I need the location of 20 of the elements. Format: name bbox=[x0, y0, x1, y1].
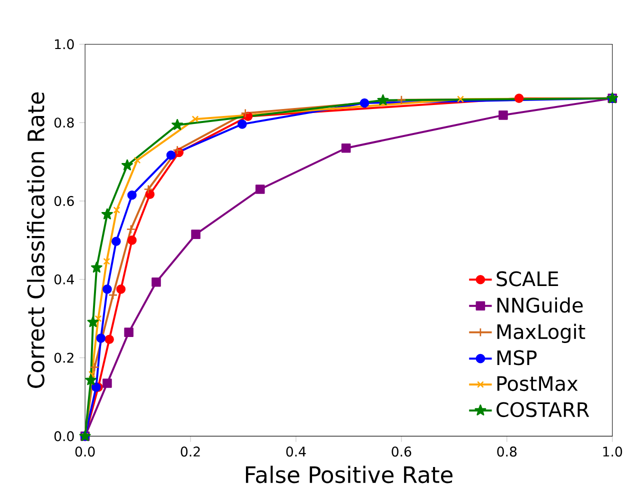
y-tick-label: 0.6 bbox=[54, 196, 74, 206]
x-axis-title: False Positive Rate bbox=[246, 466, 452, 484]
y-tick-label: 0.4 bbox=[54, 274, 74, 285]
y-tick-label: 0.0 bbox=[54, 431, 74, 442]
x-tick-label: 0.8 bbox=[497, 446, 517, 457]
y-tick-label: 0.2 bbox=[54, 352, 74, 363]
legend-label: MSP bbox=[497, 350, 537, 366]
x-tick-label: 0.0 bbox=[75, 446, 95, 457]
y-tick-label: 1.0 bbox=[55, 39, 74, 50]
y-axis-title: Correct Classification Rate bbox=[26, 92, 44, 388]
legend-label: MaxLogit bbox=[497, 324, 586, 344]
x-tick-label: 0.6 bbox=[392, 446, 412, 457]
x-tick-label: 1.0 bbox=[603, 446, 622, 457]
legend-label: NNGuide bbox=[497, 298, 583, 313]
x-tick-label: 0.2 bbox=[180, 446, 200, 457]
x-tick-label: 0.4 bbox=[286, 446, 306, 457]
legend-label: PostMax bbox=[497, 376, 578, 392]
legend-label: COSTARR bbox=[496, 402, 590, 418]
legend-label: SCALE bbox=[496, 271, 558, 286]
y-tick-label: 0.8 bbox=[54, 118, 74, 128]
